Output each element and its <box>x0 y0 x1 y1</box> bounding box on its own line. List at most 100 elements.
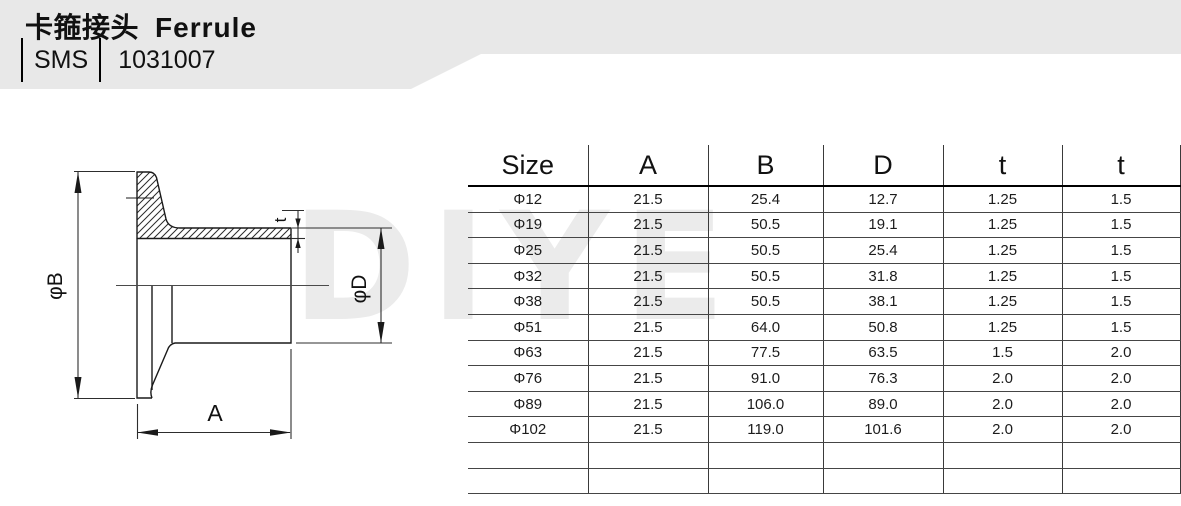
table-cell: 25.4 <box>707 186 823 213</box>
dim-phi-b: φB <box>44 170 135 400</box>
standard-code: SMS <box>21 38 102 82</box>
table-cell: Φ38 <box>468 288 588 315</box>
table-cell: 21.5 <box>587 263 708 290</box>
title-english: Ferrule <box>155 12 257 43</box>
table-cell: 2.0 <box>1061 365 1181 392</box>
table-cell: 1.5 <box>1061 314 1181 341</box>
table-row: Φ38 21.5 50.5 38.1 1.25 1.5 <box>468 288 1181 315</box>
table-cell: 50.5 <box>707 288 823 315</box>
dim-label-a: A <box>207 400 223 426</box>
table-cell: Φ19 <box>468 212 588 239</box>
table-cell: 50.8 <box>822 314 943 341</box>
table-cell: 31.8 <box>822 263 943 290</box>
flange-section <box>136 171 292 240</box>
table-cell: 89.0 <box>822 391 943 418</box>
table-row <box>468 442 1181 469</box>
dim-a: A <box>136 349 292 439</box>
table-cell: Φ51 <box>468 314 588 341</box>
table-cell: 1.25 <box>942 186 1062 213</box>
table-cell: 21.5 <box>587 391 708 418</box>
table-cell <box>942 468 1062 495</box>
title-chinese: 卡箍接头 <box>25 12 140 43</box>
table-cell: Φ89 <box>468 391 588 418</box>
table-row: Φ32 21.5 50.5 31.8 1.25 1.5 <box>468 263 1181 290</box>
table-cell: 1.5 <box>1061 237 1181 264</box>
table-cell: Φ25 <box>468 237 588 264</box>
body-outline <box>126 197 292 399</box>
table-cell: Φ76 <box>468 365 588 392</box>
table-row: Φ76 21.5 91.0 76.3 2.0 2.0 <box>468 365 1181 392</box>
table-cell: 2.0 <box>1061 416 1181 443</box>
table-row: Φ63 21.5 77.5 63.5 1.5 2.0 <box>468 340 1181 367</box>
table-cell: 2.0 <box>1061 340 1181 367</box>
table-cell: 21.5 <box>587 416 708 443</box>
table-cell: Φ63 <box>468 340 588 367</box>
table-cell: 64.0 <box>707 314 823 341</box>
column-header: t <box>1061 145 1181 187</box>
table-cell <box>822 442 943 469</box>
page-title: 卡箍接头 Ferrule <box>25 6 257 46</box>
table-cell: 2.0 <box>1061 391 1181 418</box>
table-cell: Φ12 <box>468 186 588 213</box>
table-cell: 19.1 <box>822 212 943 239</box>
table-cell: 50.5 <box>707 237 823 264</box>
table-cell: 21.5 <box>587 186 708 213</box>
column-header: D <box>822 145 943 187</box>
table-cell <box>468 468 588 495</box>
subtitle: SMS 1031007 <box>21 38 216 82</box>
dim-phi-d: φD <box>292 227 392 344</box>
table-cell: 1.5 <box>1061 212 1181 239</box>
table-row <box>468 468 1181 495</box>
column-header: Size <box>468 145 588 187</box>
table-cell <box>942 442 1062 469</box>
size-table-body: Φ12 21.5 25.4 12.7 1.25 1.5 Φ19 21.5 50.5 19.1 1.2… <box>468 186 1181 495</box>
column-header: t <box>942 145 1062 187</box>
table-cell <box>1061 442 1181 469</box>
table-cell: 119.0 <box>707 416 823 443</box>
table-cell <box>822 468 943 495</box>
dim-label-phi-b: φB <box>44 272 67 300</box>
table-cell: 2.0 <box>942 416 1062 443</box>
table-row: Φ19 21.5 50.5 19.1 1.25 1.5 <box>468 212 1181 239</box>
table-cell: 38.1 <box>822 288 943 315</box>
table-row: Φ102 21.5 119.0 101.6 2.0 2.0 <box>468 416 1181 443</box>
table-cell <box>707 468 823 495</box>
table-cell <box>468 442 588 469</box>
table-cell: 50.5 <box>707 263 823 290</box>
table-cell: 1.25 <box>942 263 1062 290</box>
table-cell: 76.3 <box>822 365 943 392</box>
table-cell <box>587 442 708 469</box>
table-cell: 1.5 <box>942 340 1062 367</box>
table-cell <box>587 468 708 495</box>
dim-label-t: t <box>271 217 290 222</box>
table-cell: 12.7 <box>822 186 943 213</box>
table-cell: 1.5 <box>1061 186 1181 213</box>
table-row: Φ12 21.5 25.4 12.7 1.25 1.5 <box>468 186 1181 213</box>
column-header: B <box>707 145 823 187</box>
table-cell: 21.5 <box>587 340 708 367</box>
table-cell: 25.4 <box>822 237 943 264</box>
table-cell: 1.5 <box>1061 263 1181 290</box>
table-cell: 106.0 <box>707 391 823 418</box>
table-row: Φ25 21.5 50.5 25.4 1.25 1.5 <box>468 237 1181 264</box>
table-cell: 63.5 <box>822 340 943 367</box>
table-cell: 1.5 <box>1061 288 1181 315</box>
table-cell: 77.5 <box>707 340 823 367</box>
table-cell <box>1061 468 1181 495</box>
dim-label-phi-d: φD <box>348 275 371 304</box>
table-cell: 2.0 <box>942 365 1062 392</box>
table-cell: 21.5 <box>587 365 708 392</box>
table-cell: 1.25 <box>942 288 1062 315</box>
dim-t: t <box>271 209 305 253</box>
table-cell: 2.0 <box>942 391 1062 418</box>
table-cell: 101.6 <box>822 416 943 443</box>
table-cell: Φ32 <box>468 263 588 290</box>
table-cell: 50.5 <box>707 212 823 239</box>
table-cell: 1.25 <box>942 237 1062 264</box>
table-cell: 21.5 <box>587 237 708 264</box>
